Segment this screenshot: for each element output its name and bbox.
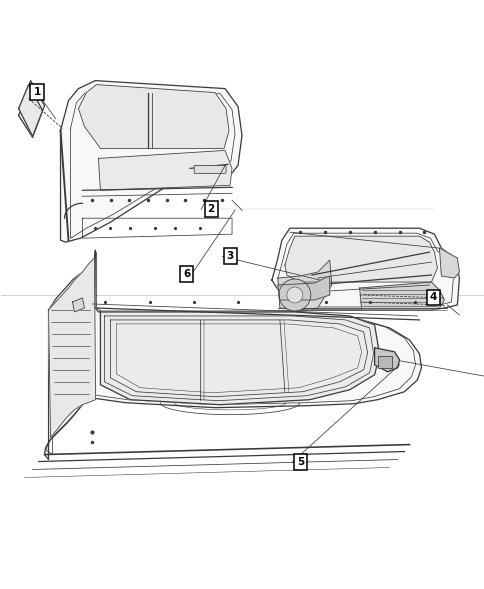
Polygon shape [374, 348, 399, 372]
Polygon shape [98, 150, 231, 190]
Polygon shape [72, 298, 84, 312]
Polygon shape [60, 81, 242, 242]
Polygon shape [45, 250, 421, 459]
Polygon shape [100, 312, 379, 405]
Text: 2: 2 [207, 204, 214, 214]
Polygon shape [284, 236, 437, 282]
Polygon shape [277, 276, 329, 300]
Polygon shape [439, 248, 458, 278]
Circle shape [278, 279, 310, 311]
Polygon shape [18, 81, 45, 137]
FancyBboxPatch shape [194, 166, 226, 173]
Text: 6: 6 [183, 269, 190, 279]
Text: 3: 3 [227, 252, 234, 262]
Text: 4: 4 [429, 292, 436, 302]
Bar [377, 356, 391, 368]
Text: 1: 1 [33, 87, 41, 97]
Polygon shape [48, 258, 95, 438]
Polygon shape [18, 85, 43, 137]
Polygon shape [359, 282, 443, 310]
Circle shape [286, 287, 302, 303]
Polygon shape [78, 85, 228, 148]
Polygon shape [272, 228, 458, 310]
Polygon shape [277, 260, 331, 310]
Text: 5: 5 [296, 457, 303, 467]
